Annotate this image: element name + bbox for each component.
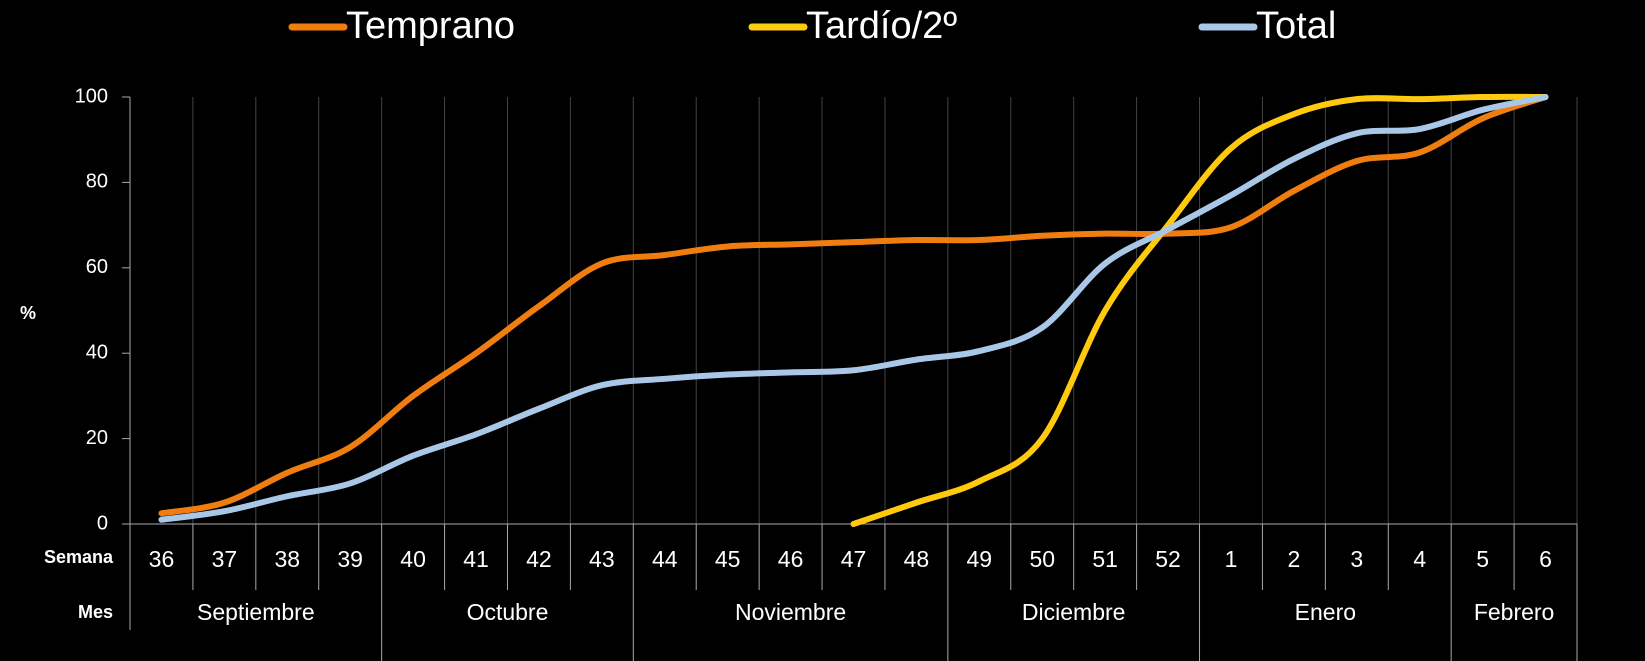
x-tick-label: 6 (1539, 546, 1552, 572)
legend-label: Total (1256, 5, 1336, 47)
x-tick-label: 36 (149, 546, 175, 572)
x-tick-label: 5 (1476, 546, 1489, 572)
month-label: Diciembre (1022, 599, 1126, 625)
month-label: Septiembre (197, 599, 315, 625)
x-tick-label: 47 (841, 546, 867, 572)
x-tick-label: 50 (1029, 546, 1055, 572)
month-label: Febrero (1474, 599, 1555, 625)
y-tick-label: 0 (97, 512, 108, 534)
y-tick-label: 40 (86, 341, 108, 363)
x-tick-label: 43 (589, 546, 615, 572)
x-tick-label: 52 (1155, 546, 1181, 572)
legend-label: Tardío/2º (806, 5, 957, 47)
x-tick-label: 46 (778, 546, 804, 572)
y-tick-label: 80 (86, 171, 108, 193)
x-tick-label: 37 (212, 546, 238, 572)
x-tick-label: 49 (967, 546, 993, 572)
x-tick-label: 1 (1225, 546, 1238, 572)
y-tick-label: 60 (86, 256, 108, 278)
month-label: Octubre (467, 599, 549, 625)
x-tick-label: 48 (904, 546, 930, 572)
y-axis-label: % (20, 303, 36, 323)
y-tick-label: 100 (75, 85, 108, 107)
week-row-label: Semana (44, 547, 114, 567)
month-label: Enero (1295, 599, 1356, 625)
x-tick-label: 40 (400, 546, 426, 572)
legend-label: Temprano (346, 5, 515, 47)
x-tick-label: 2 (1287, 546, 1300, 572)
x-tick-label: 51 (1092, 546, 1118, 572)
y-tick-label: 20 (86, 427, 108, 449)
x-tick-label: 41 (463, 546, 489, 572)
x-tick-label: 4 (1413, 546, 1426, 572)
series-line (850, 93, 1549, 527)
x-tick-label: 44 (652, 546, 678, 572)
x-tick-label: 42 (526, 546, 552, 572)
x-tick-label: 3 (1350, 546, 1363, 572)
series-line (158, 94, 1549, 523)
month-label: Noviembre (735, 599, 846, 625)
x-tick-label: 39 (337, 546, 363, 572)
series-line (158, 94, 1549, 517)
month-row-label: Mes (78, 602, 113, 622)
x-tick-label: 38 (274, 546, 300, 572)
x-tick-label: 45 (715, 546, 741, 572)
